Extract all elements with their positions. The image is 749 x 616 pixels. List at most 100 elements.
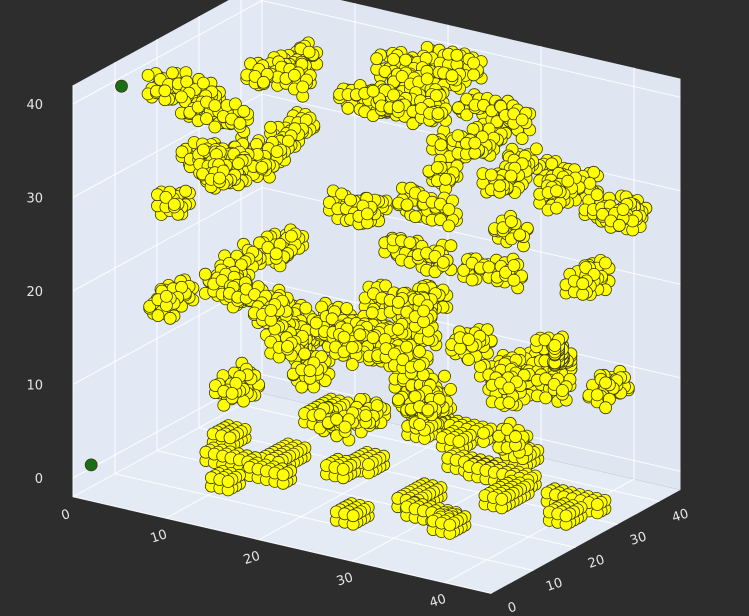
- chart-point: [264, 120, 278, 134]
- chart-point: [391, 100, 405, 114]
- chart-point: [587, 165, 601, 179]
- chart-point: [295, 380, 309, 394]
- x-tick-label: 0: [60, 507, 73, 524]
- chart-point: [325, 312, 339, 326]
- chart-point: [336, 462, 350, 476]
- x-tick-label: 30: [335, 570, 355, 589]
- chart-point: [504, 169, 518, 183]
- y-tick-label: 0: [506, 600, 519, 616]
- chart-point: [198, 267, 212, 281]
- chart-point: [335, 187, 349, 201]
- chart-point: [309, 316, 323, 330]
- y-tick-label: 30: [628, 529, 648, 548]
- chart-point: [530, 142, 543, 156]
- chart-point: [379, 279, 393, 293]
- chart-point: [599, 256, 612, 270]
- z-tick-label: 40: [26, 98, 43, 113]
- z-gridline: [72, 0, 681, 105]
- chart-point: [500, 422, 514, 436]
- chart-point: [287, 68, 301, 82]
- chart-point: [507, 259, 521, 272]
- chart-point: [509, 430, 522, 444]
- chart-point: [420, 72, 434, 86]
- chart-point: [502, 396, 516, 410]
- chart-point: [362, 458, 375, 471]
- chart-point: [550, 201, 563, 215]
- chart-point: [296, 80, 310, 94]
- x-gridline: [72, 0, 263, 498]
- chart-point: [482, 260, 496, 274]
- chart-point: [502, 381, 516, 395]
- chart-point: [493, 179, 507, 193]
- chart-point: [395, 70, 409, 83]
- chart-point: [174, 90, 188, 104]
- chart-point: [255, 160, 269, 174]
- chart-point: [442, 219, 456, 233]
- chart-point: [515, 113, 529, 127]
- chart-point: [165, 66, 179, 80]
- chart-point: [492, 429, 506, 443]
- chart-point: [507, 273, 521, 287]
- chart-point: [460, 108, 474, 122]
- chart-point: [366, 331, 380, 345]
- chart-point: [196, 143, 210, 157]
- chart-point: [360, 207, 374, 221]
- chart-point: [217, 398, 231, 412]
- chart-point: [451, 129, 465, 143]
- chart-point: [353, 328, 367, 342]
- chart-point: [417, 304, 431, 318]
- chart-point: [179, 184, 193, 198]
- chart-point: [208, 120, 222, 134]
- chart-point: [337, 330, 351, 344]
- chart-point: [370, 52, 384, 66]
- chart-point: [450, 48, 464, 62]
- chart-point: [413, 344, 426, 358]
- chart-point: [298, 347, 312, 361]
- chart-point: [442, 202, 456, 216]
- chart-point: [396, 353, 410, 367]
- chart-point: [413, 418, 427, 431]
- chart-point: [596, 207, 609, 221]
- chart-point: [504, 215, 518, 229]
- chart-point: [378, 65, 392, 78]
- y-tick-label: 10: [544, 575, 564, 594]
- chart-point: [400, 198, 414, 212]
- chart-point: [477, 426, 490, 440]
- chart-point: [444, 382, 458, 396]
- y-tick-label: 20: [586, 552, 606, 571]
- chart-tick-labels: 0 10 20 30 40 0 10 20 30 40 0 10 20 30 40: [26, 98, 690, 616]
- chart-points: [84, 36, 653, 540]
- chart-point: [175, 145, 189, 159]
- chart-point: [430, 161, 444, 175]
- chart-point: [391, 393, 405, 407]
- z-tick-label: 20: [26, 285, 43, 300]
- chart-point: [281, 340, 294, 353]
- chart-point: [452, 435, 466, 448]
- chart-point: [439, 172, 453, 186]
- chart-point: [366, 84, 380, 98]
- chart-point: [346, 509, 360, 523]
- chart-point: [400, 340, 414, 354]
- chart-point: [403, 236, 417, 250]
- chart-point: [228, 97, 242, 111]
- chart-point: [141, 69, 155, 82]
- chart-point: [445, 69, 459, 83]
- chart-point: [429, 89, 443, 102]
- chart-point: [467, 68, 481, 82]
- chart-point: [548, 339, 562, 352]
- chart-point: [151, 309, 165, 323]
- chart-point: [167, 198, 181, 211]
- chart-point: [417, 315, 431, 329]
- chart-point: [579, 261, 593, 274]
- chart-point: [431, 107, 445, 120]
- chart-point: [302, 45, 316, 59]
- chart-point: [84, 458, 98, 472]
- chart-point: [436, 255, 450, 269]
- chart-point: [223, 431, 237, 445]
- chart-point: [413, 359, 426, 372]
- chart-point: [345, 358, 359, 371]
- y-gridline: [72, 85, 492, 594]
- chart-point: [590, 188, 604, 202]
- chart-point: [159, 190, 173, 204]
